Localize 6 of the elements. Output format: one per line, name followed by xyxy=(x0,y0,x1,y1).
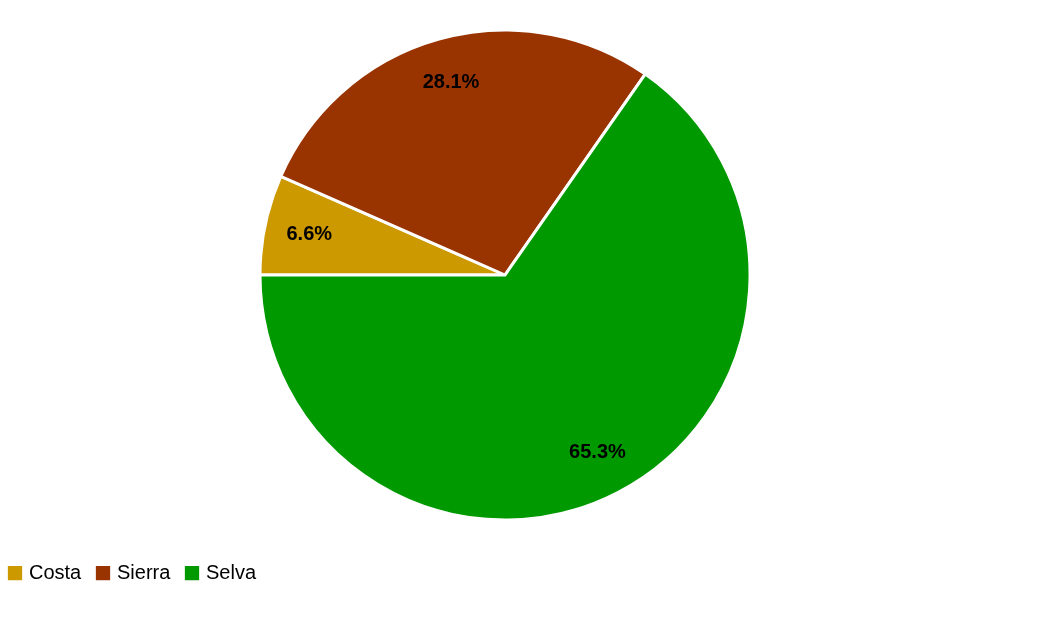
data-label: 6.6% xyxy=(286,221,333,244)
data-label: 65.3% xyxy=(569,440,627,463)
data-label: 28.1% xyxy=(422,70,480,93)
legend-label: Costa xyxy=(29,561,83,584)
legend-label: Selva xyxy=(206,561,257,584)
legend-label: Sierra xyxy=(117,561,172,584)
